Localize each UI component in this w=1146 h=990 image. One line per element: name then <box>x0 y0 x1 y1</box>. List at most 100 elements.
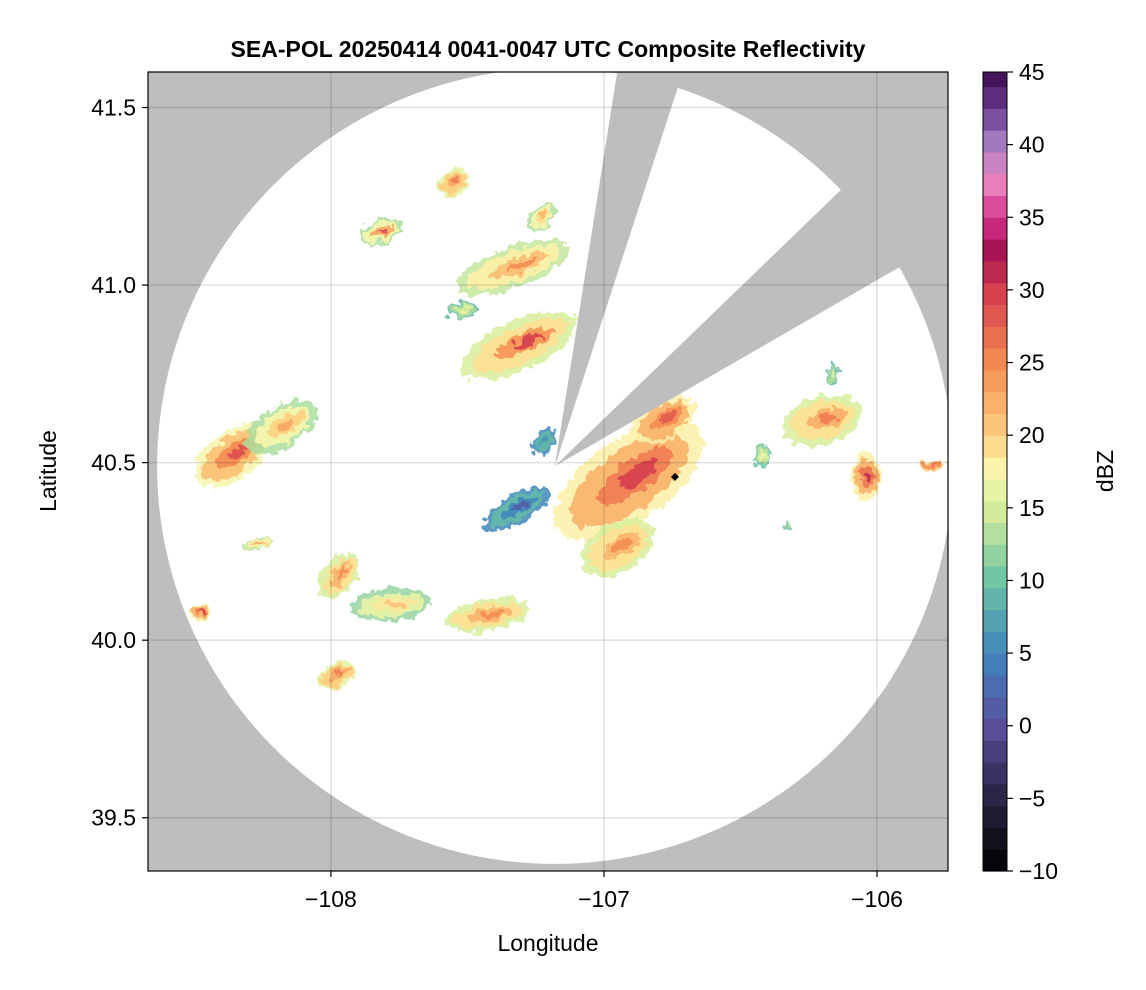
y-axis: 39.5 40.0 40.5 41.0 41.5 <box>91 95 148 831</box>
echo-core <box>660 411 677 424</box>
echo-cell <box>784 522 790 531</box>
colorbar-segment <box>983 762 1007 785</box>
colorbar-tick-label: 30 <box>1019 277 1045 303</box>
colorbar-tick-label: −5 <box>1019 785 1045 811</box>
colorbar-segment <box>983 239 1007 262</box>
site-marker <box>670 472 679 481</box>
colorbar-segment <box>983 260 1007 284</box>
echo-cell <box>351 588 431 622</box>
y-tick-label: 41.0 <box>91 272 136 298</box>
chart-title: SEA-POL 20250414 0041-0047 UTC Composite… <box>231 36 866 62</box>
echo-core <box>786 525 789 528</box>
colorbar-tick-label: 10 <box>1019 567 1045 593</box>
echo-core <box>227 444 248 460</box>
colorbar-tick-label: 5 <box>1019 640 1032 666</box>
colorbar-segment <box>983 478 1007 502</box>
x-tick-label: −107 <box>578 886 630 912</box>
echo-core <box>459 308 470 312</box>
site-marker-diamond <box>670 472 679 481</box>
echo-cell <box>461 310 578 381</box>
y-tick-label: 40.0 <box>91 627 136 653</box>
colorbar-tick-label: 20 <box>1019 422 1045 448</box>
colorbar-segment <box>983 86 1007 109</box>
colorbar-segment <box>983 653 1007 676</box>
echo-core <box>832 371 836 377</box>
colorbar-tick-label: −10 <box>1019 858 1058 884</box>
colorbar-segment <box>983 456 1007 480</box>
colorbar-segment <box>983 195 1007 218</box>
colorbar-segment <box>983 587 1007 611</box>
colorbar: −10 −5 0 5 10 15 20 25 30 35 40 45 <box>982 59 1058 884</box>
colorbar-tick-label: 40 <box>1019 132 1045 158</box>
echo-cell <box>456 239 571 296</box>
echo-cell <box>554 420 703 540</box>
colorbar-segment <box>983 282 1007 306</box>
echo-core <box>198 610 205 614</box>
echo-core <box>539 212 547 220</box>
echo-cell <box>245 400 318 454</box>
y-tick-label: 41.5 <box>91 95 136 121</box>
echo-cell <box>532 427 556 455</box>
colorbar-segment <box>983 348 1007 371</box>
echo-cell <box>358 217 403 246</box>
echo-cell <box>753 443 771 468</box>
echo-cell <box>483 486 550 532</box>
radar-coverage <box>157 72 948 864</box>
echo-core <box>817 413 839 424</box>
echo-core <box>451 177 460 184</box>
colorbar-segment <box>983 696 1007 720</box>
echo-core <box>619 458 658 488</box>
echo-cell <box>438 167 470 197</box>
echo-core <box>864 472 872 482</box>
colorbar-segment <box>983 369 1007 393</box>
echo-cell <box>851 452 881 502</box>
echo-cell <box>188 603 212 620</box>
colorbar-segment <box>983 631 1007 654</box>
colorbar-segment <box>983 544 1007 567</box>
colorbar-tick-label: 25 <box>1019 350 1045 376</box>
echo-cell <box>243 537 272 551</box>
echo-cell <box>319 553 360 600</box>
echo-cell <box>527 203 556 232</box>
echo-core <box>377 227 389 234</box>
echo-cell <box>444 597 530 634</box>
x-tick-label: −106 <box>851 886 903 912</box>
colorbar-segment <box>983 849 1007 872</box>
colorbar-segment <box>983 500 1007 523</box>
echo-core <box>334 670 344 678</box>
echo-core <box>512 500 530 512</box>
x-axis-label: Longitude <box>497 930 598 956</box>
colorbar-segment <box>983 173 1007 197</box>
colorbar-segment <box>983 565 1007 589</box>
x-axis: −108 −107 −106 <box>305 871 903 912</box>
echo-core <box>512 333 543 350</box>
reflectivity-echoes <box>188 167 944 691</box>
echo-core <box>255 542 264 546</box>
colorbar-segment <box>983 827 1007 850</box>
plot-frame <box>147 71 949 872</box>
echo-core <box>930 465 937 468</box>
echo-core <box>336 567 346 580</box>
colorbar-segment <box>983 435 1007 458</box>
echo-cell <box>920 460 944 473</box>
grid-lines <box>148 72 948 871</box>
echo-cell <box>317 661 355 691</box>
echo-cell <box>444 301 480 319</box>
colorbar-segment <box>983 783 1007 807</box>
colorbar-tick-label: 45 <box>1019 59 1045 85</box>
colorbar-segment <box>983 151 1007 175</box>
echo-core <box>761 453 766 458</box>
colorbar-segment <box>983 108 1007 131</box>
colorbar-segment <box>983 391 1007 414</box>
colorbar-tick-label: 0 <box>1019 713 1032 739</box>
colorbar-segment <box>983 740 1007 763</box>
colorbar-segment <box>983 72 1007 88</box>
plot-area <box>148 72 948 871</box>
colorbar-label: dBZ <box>1092 450 1118 492</box>
colorbar-segment <box>983 304 1007 327</box>
colorbar-segment <box>983 522 1007 545</box>
echo-core <box>613 538 633 552</box>
colorbar-frame <box>982 71 1008 872</box>
